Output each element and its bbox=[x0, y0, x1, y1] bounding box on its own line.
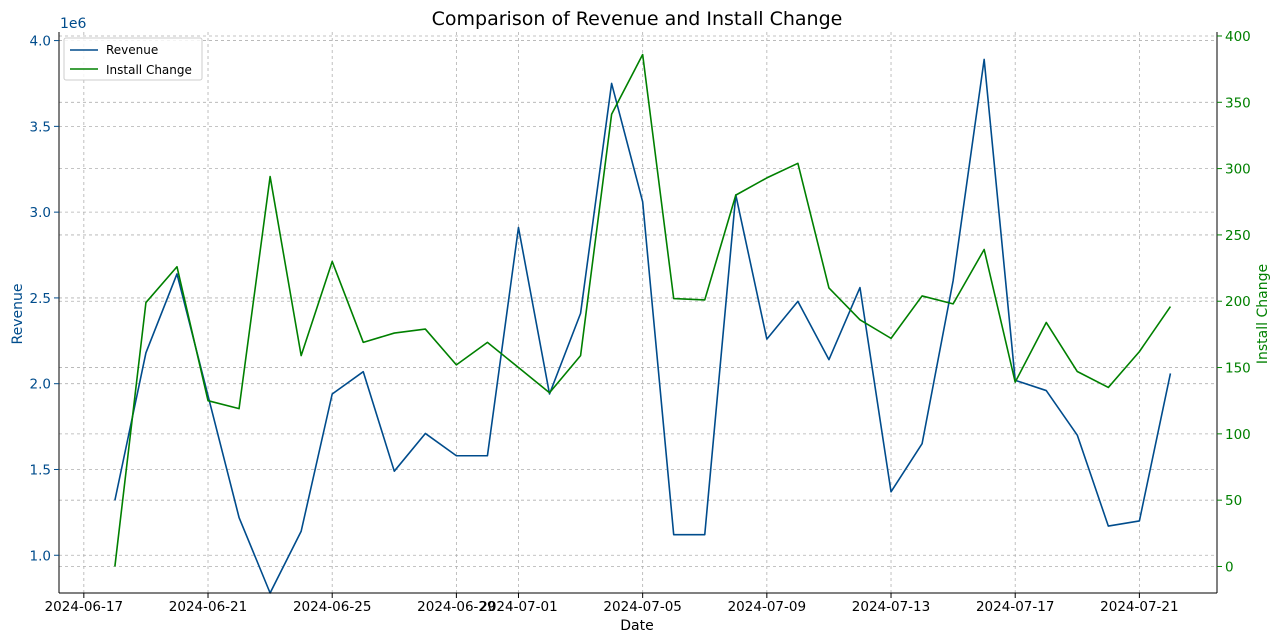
y-left-tick-label: 2.5 bbox=[30, 291, 51, 307]
x-tick-label: 2024-06-21 bbox=[169, 599, 247, 615]
y-axis-left-offset-label: 1e6 bbox=[60, 16, 87, 32]
grid-layer bbox=[59, 32, 1217, 593]
legend-box bbox=[63, 37, 203, 81]
y-right-tick-label: 200 bbox=[1225, 294, 1251, 310]
legend: Revenue Install Change bbox=[63, 37, 203, 81]
y-right-tick-label: 400 bbox=[1225, 29, 1251, 45]
y-axis-left-label: Revenue bbox=[10, 284, 26, 345]
y-right-tick-label: 150 bbox=[1225, 361, 1251, 377]
x-tick-label: 2024-06-25 bbox=[293, 599, 371, 615]
x-tick-label: 2024-07-01 bbox=[479, 599, 557, 615]
x-tick-label: 2024-07-17 bbox=[976, 599, 1054, 615]
series-layer bbox=[114, 53, 1172, 594]
y-left-tick-label: 3.5 bbox=[30, 119, 51, 135]
x-tick-label: 2024-07-09 bbox=[728, 599, 806, 615]
x-tick-label: 2024-07-21 bbox=[1100, 599, 1178, 615]
legend-revenue-label: Revenue bbox=[106, 43, 158, 57]
y-axis-right-label: Install Change bbox=[1255, 264, 1271, 364]
legend-install-label: Install Change bbox=[106, 63, 192, 77]
x-tick-label: 2024-07-13 bbox=[852, 599, 930, 615]
y-right-tick-label: 350 bbox=[1225, 95, 1251, 111]
y-left-tick-label: 4.0 bbox=[30, 34, 51, 50]
x-tick-label: 2024-06-29 bbox=[417, 599, 495, 615]
install-change-line bbox=[114, 53, 1172, 567]
x-axis-label: Date bbox=[620, 618, 653, 634]
y-right-tick-label: 0 bbox=[1225, 559, 1234, 575]
y-left-tick-label: 2.0 bbox=[30, 377, 51, 393]
y-right-tick-label: 100 bbox=[1225, 427, 1251, 443]
x-tick-label: 2024-07-05 bbox=[603, 599, 681, 615]
y-right-tick-label: 300 bbox=[1225, 162, 1251, 178]
y-right-tick-label: 250 bbox=[1225, 228, 1251, 244]
axes-layer: 2024-06-17 2024-06-21 2024-06-25 2024-06-29… bbox=[30, 29, 1251, 615]
y-left-tick-label: 1.5 bbox=[30, 462, 51, 478]
y-left-tick-label: 1.0 bbox=[30, 548, 51, 564]
chart-title: Comparison of Revenue and Install Change bbox=[432, 8, 843, 30]
y-right-tick-label: 50 bbox=[1225, 493, 1242, 509]
revenue-line bbox=[114, 58, 1172, 594]
y-left-tick-label: 3.0 bbox=[30, 205, 51, 221]
x-tick-label: 2024-06-17 bbox=[45, 599, 123, 615]
